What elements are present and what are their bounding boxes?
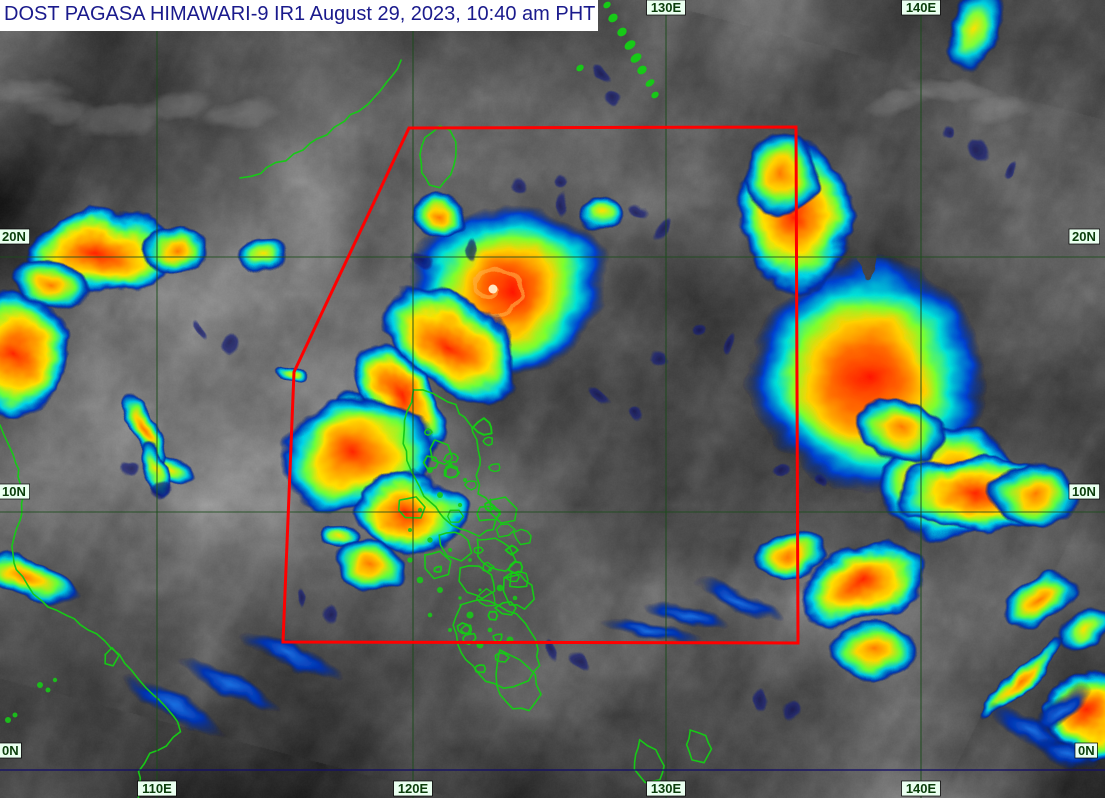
svg-text:0N: 0N <box>2 743 19 758</box>
svg-text:110E: 110E <box>142 781 172 796</box>
svg-text:10N: 10N <box>1072 484 1096 499</box>
svg-text:130E: 130E <box>651 781 682 796</box>
svg-text:20N: 20N <box>2 229 26 244</box>
svg-text:130E: 130E <box>651 0 682 15</box>
svg-text:120E: 120E <box>398 781 429 796</box>
svg-text:140E: 140E <box>906 781 937 796</box>
svg-text:0N: 0N <box>1078 743 1095 758</box>
svg-text:140E: 140E <box>906 0 937 15</box>
svg-text:20N: 20N <box>1072 229 1096 244</box>
svg-text:10N: 10N <box>2 484 26 499</box>
